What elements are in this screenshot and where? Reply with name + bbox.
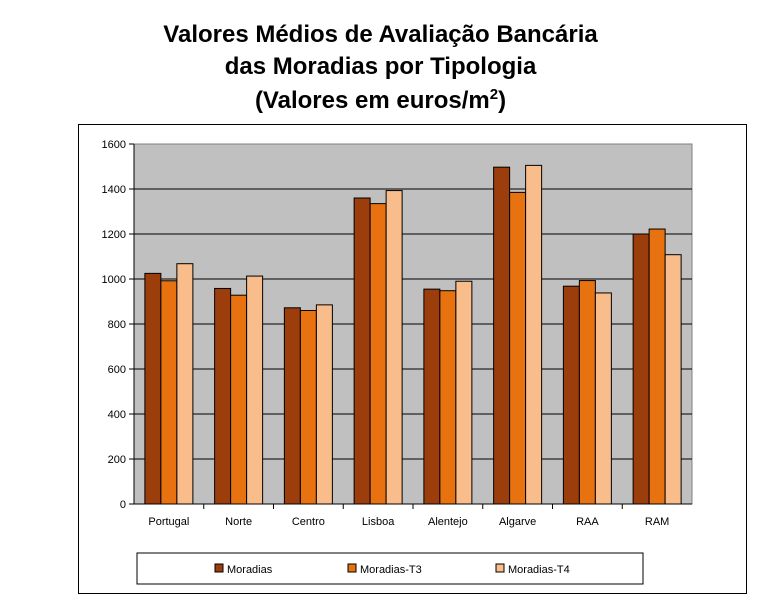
bar bbox=[315, 304, 333, 505]
bar bbox=[144, 272, 162, 505]
bar bbox=[562, 285, 580, 505]
bar bbox=[493, 166, 511, 505]
bar bbox=[648, 228, 666, 505]
chart-frame bbox=[78, 124, 747, 594]
x-tick-label: RAM bbox=[645, 516, 669, 528]
chart-title-line-3: (Valores em euros/m2) bbox=[0, 80, 761, 116]
x-tick-label: RAA bbox=[576, 516, 599, 528]
x-tick-label: Lisboa bbox=[362, 516, 395, 528]
bar bbox=[439, 290, 457, 505]
bar bbox=[509, 191, 527, 505]
bar bbox=[385, 190, 403, 505]
bar bbox=[230, 294, 248, 505]
bar bbox=[353, 197, 371, 505]
legend-label: Moradias bbox=[227, 564, 273, 576]
chart-title-line-1: Valores Médios de Avaliação Bancária bbox=[163, 21, 598, 48]
bar bbox=[214, 287, 232, 505]
bar bbox=[299, 310, 317, 505]
bar bbox=[369, 203, 387, 505]
y-tick-label: 1200 bbox=[102, 229, 126, 241]
x-tick-label: Norte bbox=[225, 516, 252, 528]
bar bbox=[664, 254, 682, 505]
y-tick-label: 1400 bbox=[102, 184, 126, 196]
y-tick-label: 200 bbox=[108, 454, 126, 466]
bar bbox=[423, 288, 441, 505]
legend-swatch bbox=[347, 563, 357, 573]
x-tick-label: Portugal bbox=[148, 516, 189, 528]
chart-title-close: ) bbox=[498, 87, 507, 114]
x-tick-label: Alentejo bbox=[428, 516, 468, 528]
y-tick-label: 600 bbox=[108, 364, 126, 376]
bar bbox=[578, 280, 596, 505]
bar bbox=[246, 275, 264, 505]
y-tick-label: 0 bbox=[120, 499, 126, 511]
legend-label: Moradias-T4 bbox=[508, 564, 570, 576]
y-tick-label: 800 bbox=[108, 319, 126, 331]
legend-swatch bbox=[495, 563, 505, 573]
y-tick-label: 1600 bbox=[102, 139, 126, 151]
bar bbox=[176, 263, 194, 505]
bar bbox=[160, 280, 178, 505]
chart-title-units: (Valores em euros/m bbox=[254, 87, 490, 114]
chart-title-line-2: das Moradias por Tipologia bbox=[224, 53, 537, 80]
legend-swatch bbox=[214, 563, 224, 573]
bar bbox=[283, 307, 301, 505]
bar bbox=[594, 292, 612, 505]
legend-label: Moradias-T3 bbox=[360, 564, 422, 576]
bar bbox=[632, 233, 650, 505]
x-tick-label: Algarve bbox=[499, 516, 536, 528]
bar bbox=[525, 164, 543, 505]
x-tick-label: Centro bbox=[292, 516, 325, 528]
y-tick-label: 400 bbox=[108, 409, 126, 421]
y-tick-label: 1000 bbox=[102, 274, 126, 286]
bar bbox=[455, 280, 473, 505]
chart-title-superscript: 2 bbox=[489, 86, 499, 103]
